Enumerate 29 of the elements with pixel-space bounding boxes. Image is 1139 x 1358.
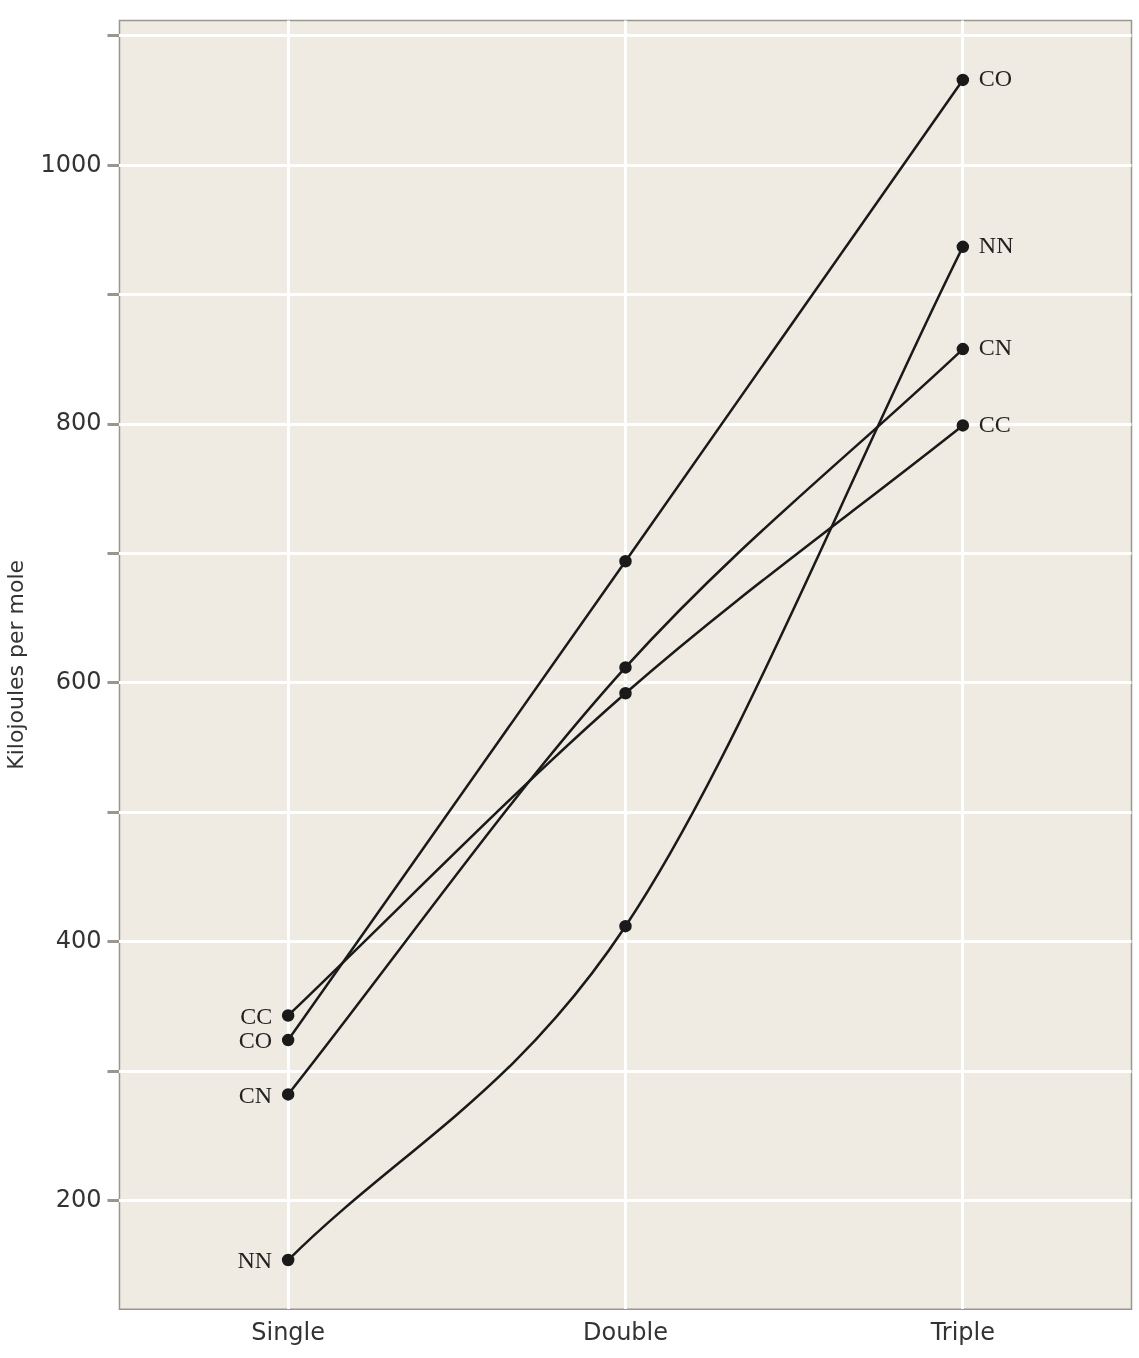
point: [956, 419, 970, 432]
point: [619, 555, 632, 568]
point: [619, 687, 632, 700]
point: [281, 1033, 295, 1047]
text: CN: [238, 1081, 273, 1108]
x-tick-label: Single: [251, 1317, 326, 1346]
point: [619, 661, 632, 674]
y-tick-label: 400: [55, 925, 102, 954]
x-tick-label: Triple: [929, 1317, 995, 1346]
text: NN: [237, 1247, 273, 1274]
point: [619, 919, 632, 933]
y-tick-label: 1000: [40, 149, 102, 178]
series-label: CN: [978, 334, 1013, 361]
series-label: NN: [978, 232, 1014, 259]
point: [281, 1009, 295, 1022]
y-axis-title: Kilojoules per mole: [2, 559, 28, 770]
y-tick-label: 200: [55, 1184, 102, 1213]
point: [956, 342, 970, 356]
y-tick-label: 800: [55, 408, 102, 437]
point: [956, 73, 970, 87]
series-label: CO: [978, 65, 1013, 92]
text: CC: [240, 1002, 273, 1029]
text: CO: [238, 1027, 273, 1054]
point: [281, 1253, 295, 1267]
x-tick-label: Double: [582, 1317, 669, 1346]
point: [956, 240, 970, 254]
point: [281, 1088, 295, 1101]
y-tick-label: 600: [55, 667, 102, 696]
series-label: CC: [978, 410, 1011, 437]
